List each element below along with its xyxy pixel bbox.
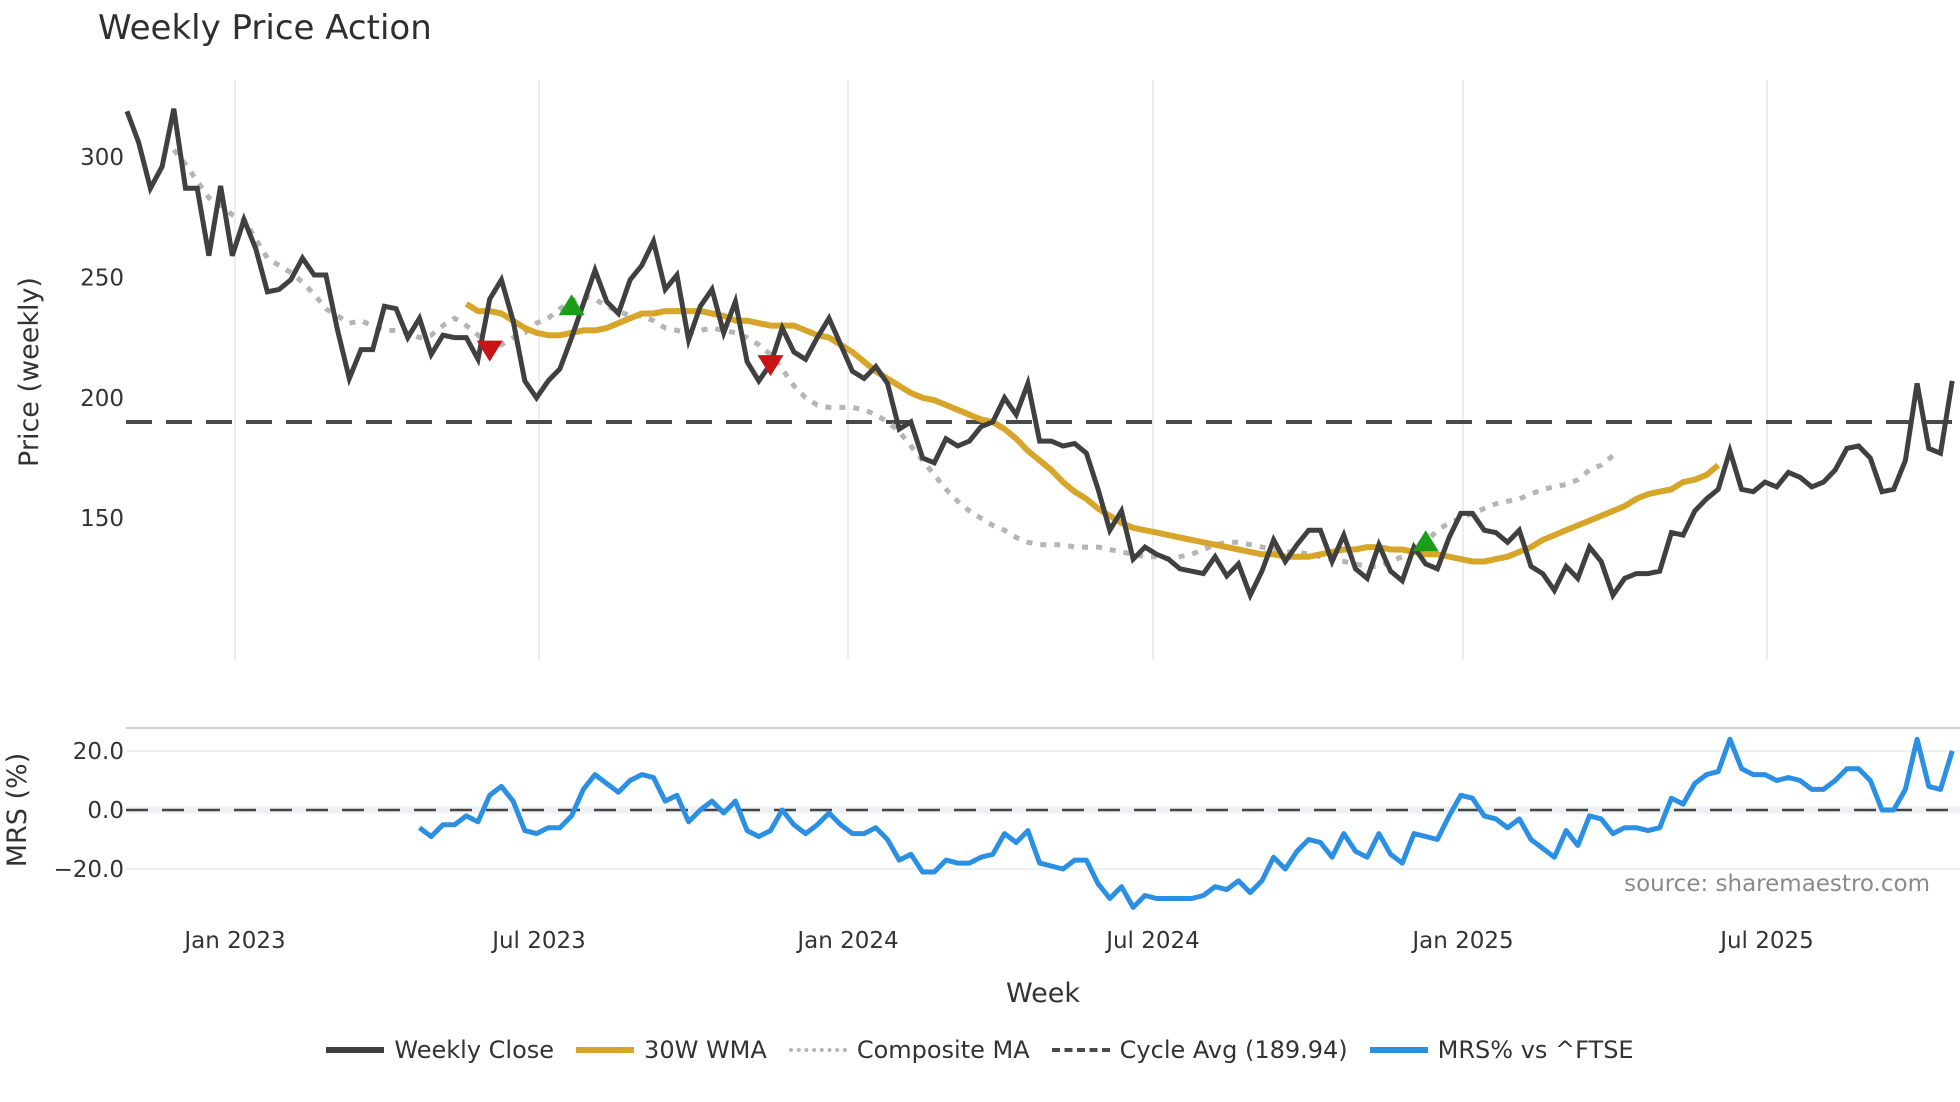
legend-swatch-icon: [1369, 1047, 1428, 1053]
legend-swatch-icon: [1051, 1048, 1110, 1052]
legend-item: MRS% vs ^FTSE: [1369, 1036, 1634, 1064]
chart-title: Weekly Price Action: [98, 8, 432, 48]
price-y-tick-label: 200: [80, 386, 124, 412]
x-tick-label: Jan 2023: [182, 928, 285, 954]
x-tick-label: Jan 2024: [795, 928, 898, 954]
buy-signal-icon: [558, 294, 585, 316]
x-tick-label: Jan 2025: [1410, 928, 1513, 954]
price-y-tick-label: 150: [80, 506, 124, 532]
legend-item: 30W WMA: [576, 1036, 767, 1064]
x-tick-label: Jul 2025: [1718, 928, 1814, 954]
legend-label: 30W WMA: [644, 1036, 767, 1064]
legend-swatch-icon: [788, 1048, 847, 1052]
mrs-gridlines: [126, 750, 1960, 870]
weekly-close-line: [124, 108, 1955, 602]
sell-signal-icon: [757, 355, 784, 377]
legend-label: MRS% vs ^FTSE: [1437, 1036, 1634, 1064]
x-axis: Jan 2023 Jul 2023 Jan 2024 Jul 2024 Jan 2025…: [182, 928, 1813, 954]
composite-ma-line: [171, 148, 1615, 569]
mrs-line: [417, 736, 1955, 910]
x-tick-label: Jul 2023: [490, 928, 586, 954]
legend-swatch-icon: [576, 1047, 635, 1053]
price-axis-title: Price (weekly): [14, 277, 45, 467]
legend: Weekly Close 30W WMA Composite MA Cycle Avg…: [0, 1036, 1960, 1064]
source-attribution: source: sharemaestro.com: [1624, 871, 1930, 897]
buy-signal-icon: [1412, 530, 1439, 552]
mrs-y-axis: 20.0 0.0 −20.0: [54, 739, 124, 883]
price-y-tick-label: 300: [80, 145, 124, 171]
mrs-y-tick-label: 20.0: [73, 739, 124, 765]
mrs-y-tick-label: 0.0: [87, 798, 124, 824]
legend-swatch-icon: [326, 1047, 385, 1053]
legend-label: Composite MA: [856, 1036, 1030, 1064]
price-gridlines: [234, 80, 1768, 660]
price-y-axis: 300 250 200 150: [80, 145, 124, 532]
legend-label: Weekly Close: [394, 1036, 555, 1064]
x-axis-title: Week: [1006, 978, 1080, 1009]
price-y-tick-label: 250: [80, 265, 124, 291]
sell-signal-icon: [476, 340, 503, 362]
mrs-axis-title: MRS (%): [2, 753, 33, 868]
wma-30w-line: [464, 301, 1721, 565]
signal-markers: [476, 294, 1439, 552]
mrs-y-tick-label: −20.0: [54, 857, 124, 883]
x-tick-label: Jul 2024: [1104, 928, 1200, 954]
legend-item: Composite MA: [788, 1036, 1030, 1064]
legend-item: Cycle Avg (189.94): [1051, 1036, 1348, 1064]
legend-label: Cycle Avg (189.94): [1119, 1036, 1348, 1064]
legend-item: Weekly Close: [326, 1036, 554, 1064]
